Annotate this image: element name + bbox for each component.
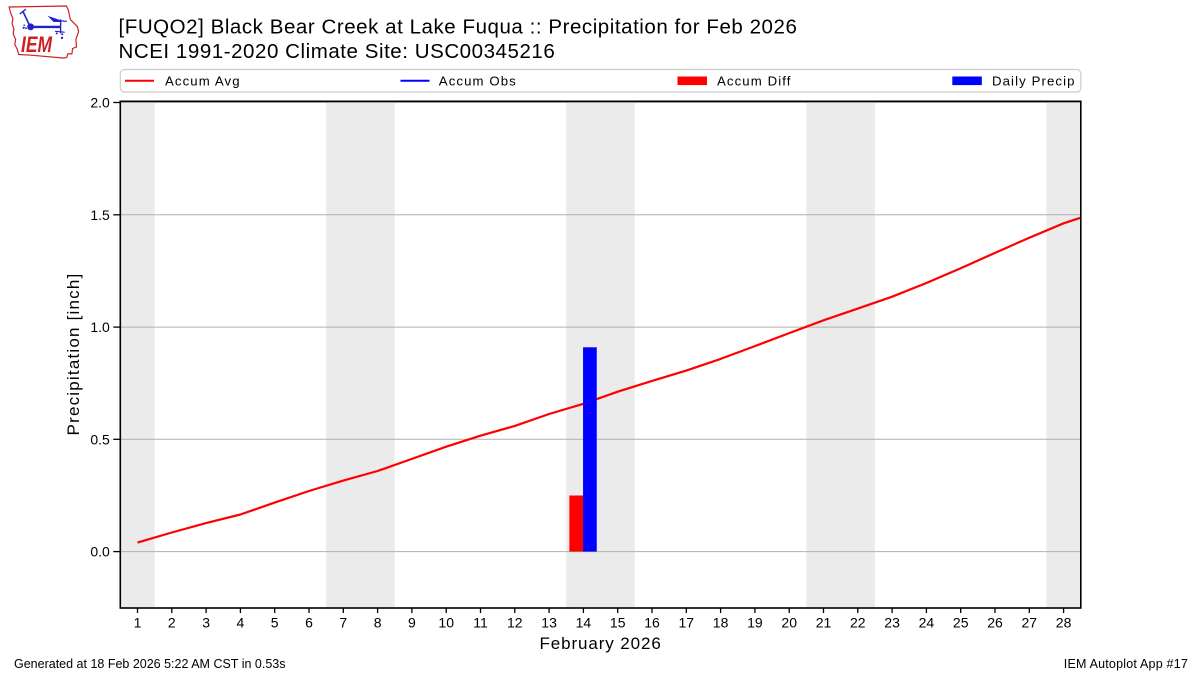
svg-text:13: 13	[541, 615, 557, 631]
svg-text:8: 8	[374, 615, 382, 631]
svg-text:17: 17	[679, 615, 695, 631]
svg-text:3: 3	[202, 615, 210, 631]
svg-text:23: 23	[884, 615, 900, 631]
svg-text:5: 5	[271, 615, 279, 631]
svg-text:0.0: 0.0	[90, 544, 110, 560]
svg-text:February 2026: February 2026	[539, 634, 661, 653]
svg-text:Generated at 18 Feb 2026 5:22: Generated at 18 Feb 2026 5:22 AM CST in …	[14, 657, 285, 671]
svg-text:1.0: 1.0	[90, 319, 110, 335]
svg-text:11: 11	[473, 615, 488, 631]
svg-text:Accum Avg: Accum Avg	[165, 74, 241, 89]
svg-text:NCEI 1991-2020 Climate Site: U: NCEI 1991-2020 Climate Site: USC00345216	[119, 40, 556, 63]
svg-text:4: 4	[237, 615, 245, 631]
svg-text:22: 22	[850, 615, 866, 631]
svg-text:[FUQO2] Black Bear Creek at La: [FUQO2] Black Bear Creek at Lake Fuqua :…	[119, 16, 798, 39]
svg-text:20: 20	[781, 615, 797, 631]
svg-text:14: 14	[576, 615, 592, 631]
svg-text:27: 27	[1022, 615, 1038, 631]
svg-text:1: 1	[134, 615, 142, 631]
svg-text:2: 2	[168, 615, 176, 631]
svg-text:26: 26	[987, 615, 1003, 631]
svg-text:28: 28	[1056, 615, 1072, 631]
svg-text:6: 6	[305, 615, 313, 631]
svg-text:IEM: IEM	[21, 32, 53, 57]
svg-text:16: 16	[644, 615, 660, 631]
svg-text:Daily Precip: Daily Precip	[992, 74, 1076, 89]
svg-text:Precipitation [inch]: Precipitation [inch]	[64, 273, 83, 436]
svg-text:10: 10	[438, 615, 454, 631]
svg-text:7: 7	[339, 615, 347, 631]
svg-text:2.0: 2.0	[90, 95, 110, 111]
svg-text:12: 12	[507, 615, 523, 631]
svg-text:19: 19	[747, 615, 763, 631]
svg-text:15: 15	[610, 615, 626, 631]
svg-text:0.5: 0.5	[90, 431, 110, 447]
svg-text:9: 9	[408, 615, 416, 631]
svg-text:25: 25	[953, 615, 969, 631]
svg-text:Accum Obs: Accum Obs	[439, 74, 517, 89]
svg-text:18: 18	[713, 615, 729, 631]
svg-text:IEM Autoplot App #17: IEM Autoplot App #17	[1064, 657, 1188, 671]
svg-text:1.5: 1.5	[90, 207, 110, 223]
svg-text:Accum Diff: Accum Diff	[717, 74, 792, 89]
svg-text:24: 24	[919, 615, 935, 631]
svg-text:21: 21	[816, 615, 832, 631]
